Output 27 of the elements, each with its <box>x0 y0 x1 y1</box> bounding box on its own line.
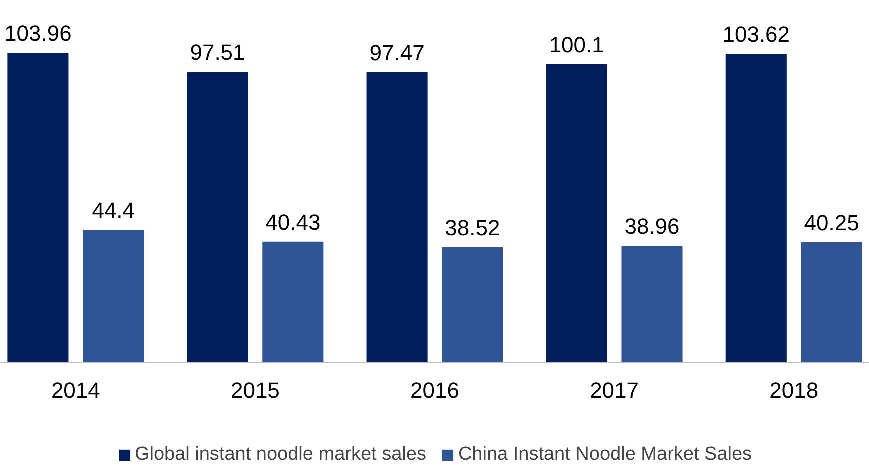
bar <box>801 242 862 362</box>
bar <box>187 72 248 362</box>
data-label: 38.52 <box>445 216 500 241</box>
x-tick-label: 2014 <box>51 378 100 404</box>
data-label: 100.1 <box>549 32 604 58</box>
data-label: 97.51 <box>190 40 246 66</box>
data-label: 103.96 <box>4 21 72 46</box>
x-tick-label: 2016 <box>410 378 460 404</box>
bar <box>726 54 787 362</box>
data-label: 44.4 <box>92 198 136 224</box>
data-label: 40.43 <box>266 210 321 235</box>
bar <box>83 230 144 362</box>
bar <box>262 242 324 362</box>
data-label: 97.47 <box>370 40 425 66</box>
x-tick-label: 2017 <box>590 378 640 404</box>
data-label: 38.96 <box>624 214 680 240</box>
bar <box>8 53 69 362</box>
bar <box>622 246 683 362</box>
x-tick-label: 2015 <box>230 378 280 404</box>
data-label: 103.62 <box>722 22 790 48</box>
legend-label: Global instant noodle market sales <box>134 444 426 466</box>
data-label: 40.25 <box>804 210 860 236</box>
bar <box>442 248 504 362</box>
legend-label: China Instant Noodle Market Sales <box>458 444 752 466</box>
bar <box>366 72 428 362</box>
bar <box>546 64 608 362</box>
x-tick-label: 2018 <box>770 378 819 404</box>
